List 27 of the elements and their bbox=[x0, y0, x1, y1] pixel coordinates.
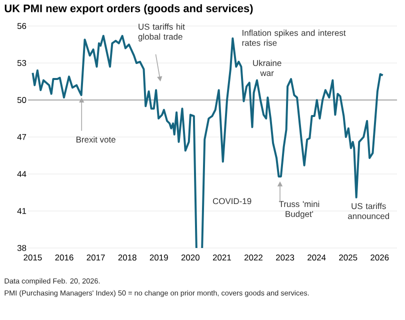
y-tick-label: 56 bbox=[17, 23, 26, 29]
annotation: Brexit vote bbox=[76, 136, 116, 143]
x-tick-label: 2018 bbox=[118, 254, 136, 261]
y-tick-label: 38 bbox=[17, 245, 26, 251]
annotation: US tariffs announced bbox=[348, 202, 390, 220]
x-tick-label: 2023 bbox=[276, 254, 294, 261]
annotation: Inflation spikes and interest rates rise bbox=[242, 30, 346, 46]
annotation: Ukraine war bbox=[253, 60, 282, 76]
x-tick-label: 2022 bbox=[244, 254, 262, 261]
y-tick-label: 47 bbox=[17, 134, 26, 140]
y-tick-label: 44 bbox=[17, 171, 26, 177]
annotation: Truss 'mini Budget' bbox=[279, 200, 320, 219]
x-tick-label: 2019 bbox=[150, 254, 168, 261]
chart-title: UK PMI new export orders (goods and services) bbox=[4, 4, 253, 14]
x-tick-label: 2017 bbox=[86, 254, 105, 261]
annotation: US tariffs hit global trade bbox=[138, 23, 185, 42]
x-tick-label: 2024 bbox=[308, 254, 326, 261]
y-tick-label: 53 bbox=[17, 60, 26, 66]
x-tick-label: 2026 bbox=[370, 254, 389, 261]
annotation: COVID-19 bbox=[212, 198, 252, 204]
y-tick-label: 50 bbox=[17, 97, 26, 103]
x-tick-label: 2025 bbox=[339, 254, 358, 261]
x-tick-label: 2015 bbox=[24, 254, 42, 261]
x-tick-label: 2021 bbox=[212, 254, 231, 261]
y-tick-label: 41 bbox=[17, 208, 26, 214]
x-tick-label: 2016 bbox=[55, 254, 74, 261]
x-tick-label: 2020 bbox=[181, 254, 200, 261]
